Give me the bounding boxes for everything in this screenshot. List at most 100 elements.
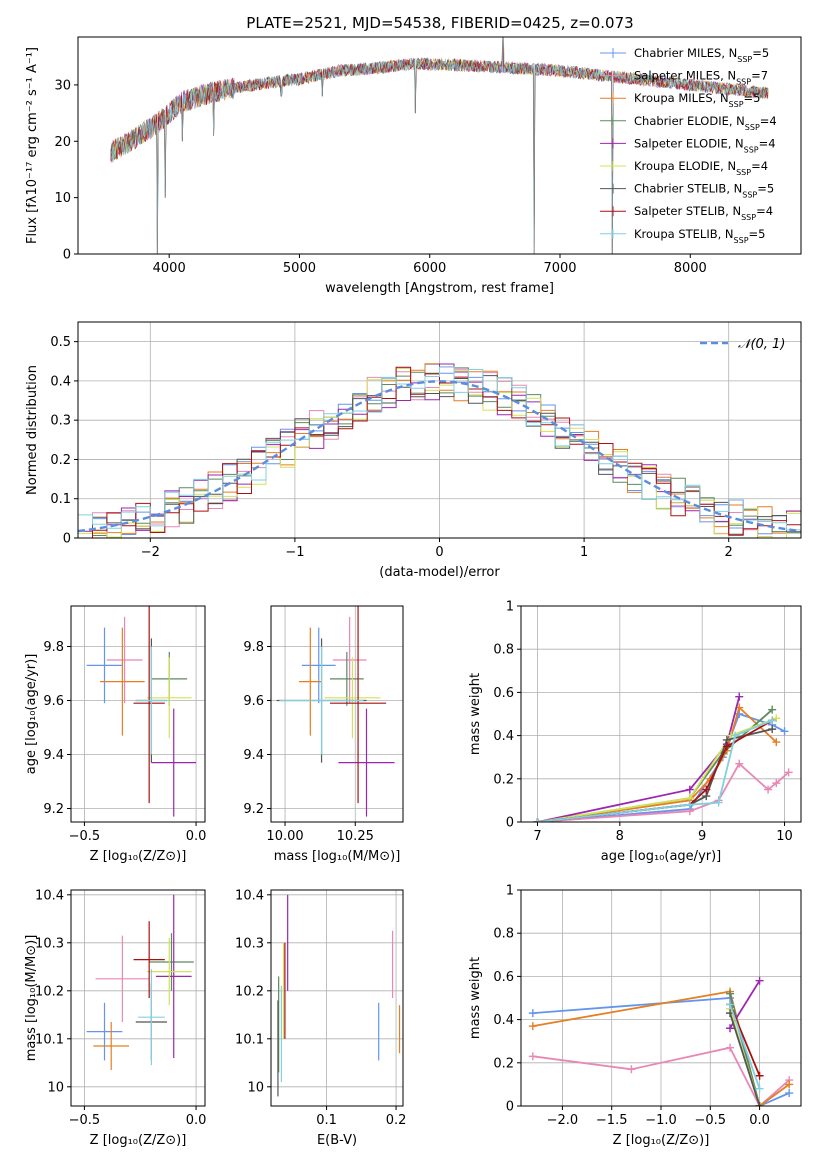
y-tick-label: 9.8 xyxy=(43,640,64,655)
legend-entry: Salpeter MILES, NSSP=7 xyxy=(634,69,768,87)
data-point-marker xyxy=(702,785,711,794)
y-tick-label: 10.2 xyxy=(235,984,264,999)
resid-frame: −2 −1 0 1 2 0 0.1 0.2 0.3 0.4 0.5 (data-model)/erro… xyxy=(25,321,802,580)
x-tick-label: 4000 xyxy=(153,261,186,276)
series-line-kroupa-stelib xyxy=(729,1004,761,1089)
spectrum-frame: 4000 5000 6000 7000 8000 0 10 20 30 wavelength [A… xyxy=(25,36,802,296)
series-line-kroupa-elodie xyxy=(537,717,777,822)
data-point-marker xyxy=(685,785,694,794)
age-vs-mass-points xyxy=(276,606,395,817)
data-point-marker xyxy=(764,785,773,794)
axes-frame xyxy=(520,605,802,823)
mass-vs-EBV-points xyxy=(277,894,401,1097)
y-axis-label: mass weight xyxy=(468,673,483,755)
y-tick-label: 10 xyxy=(54,191,71,206)
data-point-marker xyxy=(772,779,781,788)
x-tick-label: 8000 xyxy=(674,261,707,276)
age-vs-Z-frame: −0.5 0.0 9.2 9.4 9.6 9.8 Z [log₁₀(Z/Z⊙)] age [l… xyxy=(24,605,207,864)
age-vs-mass-axes xyxy=(271,606,403,822)
axes-frame xyxy=(77,36,802,255)
legend-entry: Kroupa STELIB, NSSP=5 xyxy=(634,227,765,245)
data-point-marker xyxy=(755,1071,764,1080)
mass-weight-vs-age-axes xyxy=(521,605,801,823)
data-point-marker xyxy=(722,742,731,751)
series-line-salpeter-elodie xyxy=(537,696,741,822)
x-tick-label: −2 xyxy=(141,545,160,560)
y-tick-label: 10 xyxy=(247,1080,264,1095)
y-tick-label: 0 xyxy=(63,532,71,547)
age-vs-mass-frame: 10.00 10.25 9.2 9.4 9.6 9.8 mass [log₁₀(M/M⊙)] xyxy=(243,605,404,864)
x-tick-label: −0.5 xyxy=(695,1113,727,1128)
data-point-marker xyxy=(627,1065,636,1074)
x-tick-label: −0.5 xyxy=(69,1113,101,1128)
data-point-marker xyxy=(772,738,781,747)
y-tick-label: 10.1 xyxy=(235,1032,264,1047)
mass-vs-Z-axes xyxy=(71,890,205,1106)
x-tick-label: −1 xyxy=(285,545,304,560)
x-tick-label: −1.0 xyxy=(645,1113,677,1128)
y-tick-label: 0 xyxy=(63,248,71,263)
x-tick-label: −0.5 xyxy=(69,829,101,844)
data-point-marker xyxy=(772,714,781,723)
legend-entry: 𝒩(0, 1) xyxy=(738,337,785,352)
y-tick-label: 9.2 xyxy=(243,802,264,817)
x-tick-label: 1 xyxy=(580,545,588,560)
x-tick-label: 2 xyxy=(725,545,733,560)
x-tick-label: 7000 xyxy=(543,261,576,276)
y-tick-label: 10.1 xyxy=(35,1032,64,1047)
axes-frame xyxy=(70,605,206,823)
x-tick-label: 5000 xyxy=(283,261,316,276)
data-point-marker xyxy=(768,705,777,714)
x-tick-label: 0 xyxy=(435,545,443,560)
y-tick-label: 0.2 xyxy=(50,453,71,468)
x-axis-label: Z [log₁₀(Z/Z⊙)] xyxy=(90,1133,187,1148)
age-vs-Z-axes xyxy=(71,606,205,822)
y-tick-label: 0.4 xyxy=(493,729,514,744)
gaussian-reference-curve xyxy=(78,380,801,533)
data-point-marker xyxy=(735,759,744,768)
y-tick-label: 0.6 xyxy=(493,970,514,985)
x-tick-label: 0.0 xyxy=(186,829,207,844)
age-vs-Z-points xyxy=(86,606,197,817)
x-tick-label: 0.1 xyxy=(316,1113,337,1128)
mass-weight-vs-Z-series xyxy=(528,976,794,1106)
legend-entry: Chabrier STELIB, NSSP=5 xyxy=(634,182,774,200)
residual-series-layer xyxy=(78,363,801,538)
data-point-marker xyxy=(755,976,764,985)
legend-entry: Kroupa ELODIE, NSSP=4 xyxy=(634,159,768,177)
y-tick-label: 0.2 xyxy=(493,772,514,787)
data-point-marker xyxy=(785,1080,794,1089)
data-point-marker xyxy=(784,768,793,777)
data-point-marker xyxy=(731,731,740,740)
histogram-kroupa-stelib xyxy=(78,366,801,538)
data-point-marker xyxy=(768,725,777,734)
y-tick-label: 0.8 xyxy=(493,927,514,942)
y-tick-label: 9.2 xyxy=(43,802,64,817)
data-point-marker xyxy=(533,818,542,822)
mass-vs-Z-points xyxy=(86,894,194,1070)
data-point-marker xyxy=(685,800,694,809)
axes-frame xyxy=(70,889,206,1107)
y-tick-label: 10.3 xyxy=(35,936,64,951)
x-axis-label: Z [log₁₀(Z/Z⊙)] xyxy=(90,849,187,864)
series-line-chabrier-stelib xyxy=(729,1012,761,1106)
x-tick-label: 8 xyxy=(616,829,624,844)
y-tick-label: 30 xyxy=(54,78,71,93)
y-tick-label: 9.6 xyxy=(243,694,264,709)
y-tick-label: 9.4 xyxy=(43,748,64,763)
y-tick-label: 1 xyxy=(506,884,514,899)
legend-entry: Chabrier MILES, NSSP=5 xyxy=(634,46,769,64)
x-axis-label: wavelength [Angstrom, rest frame] xyxy=(325,281,554,296)
data-point-marker xyxy=(726,1043,735,1052)
data-point-marker xyxy=(755,1102,764,1106)
y-axis-label: mass [log₁₀(M/M⊙)] xyxy=(24,935,39,1062)
spectrum-legend: Chabrier MILES, NSSP=5 Salpeter MILES, NS… xyxy=(600,46,777,244)
data-point-marker xyxy=(768,716,777,725)
mass-vs-Z-frame: −0.5 0.0 10 10.1 10.2 10.3 10.4 Z [log₁₀(Z/Z⊙)]… xyxy=(24,888,206,1148)
y-tick-label: 9.4 xyxy=(243,748,264,763)
data-point-marker xyxy=(714,798,723,807)
spectrum-series-layer xyxy=(110,37,769,254)
y-tick-label: 0.4 xyxy=(50,374,71,389)
y-tick-label: 20 xyxy=(54,135,71,150)
